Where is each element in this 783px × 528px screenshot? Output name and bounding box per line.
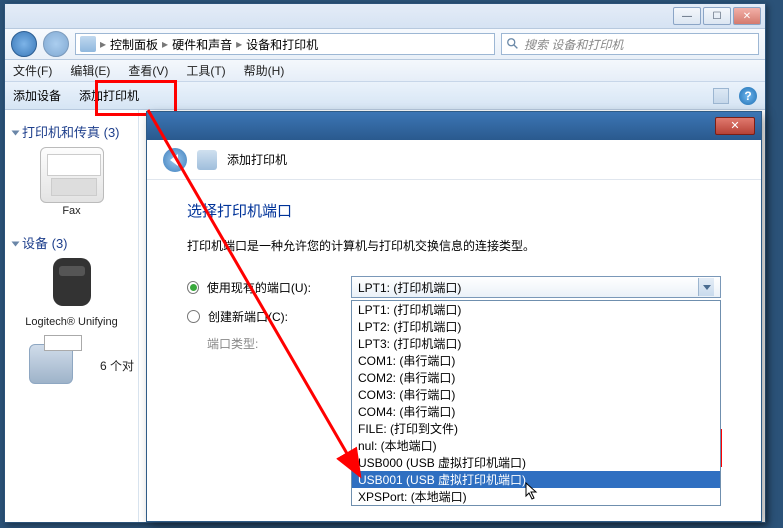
port-type-label: 端口类型:	[187, 335, 367, 352]
group-printers[interactable]: 打印机和传真 (3)	[13, 122, 134, 141]
wizard-heading: 选择打印机端口	[187, 200, 721, 221]
breadcrumb[interactable]: ▸ 控制面板 ▸ 硬件和声音 ▸ 设备和打印机	[75, 33, 495, 55]
port-combo[interactable]: LPT1: (打印机端口) LPT1: (打印机端口)LPT2: (打印机端口)…	[351, 276, 721, 298]
address-bar: ▸ 控制面板 ▸ 硬件和声音 ▸ 设备和打印机 搜索 设备和打印机	[5, 28, 765, 60]
maximize-button[interactable]: ☐	[703, 7, 731, 25]
add-printer-wizard: ✕ 添加打印机 选择打印机端口 打印机端口是一种允许您的计算机与打印机交换信息的…	[146, 111, 762, 522]
printer-wizard-icon	[197, 150, 217, 170]
radio-existing[interactable]	[187, 281, 199, 294]
help-icon[interactable]: ?	[739, 87, 757, 105]
add-printer-button[interactable]: 添加打印机	[79, 87, 139, 104]
fax-icon	[40, 147, 104, 203]
menu-file[interactable]: 文件(F)	[13, 62, 52, 79]
device-fax[interactable]: Fax	[9, 147, 134, 217]
port-option[interactable]: LPT2: (打印机端口)	[352, 318, 720, 335]
minimize-button[interactable]: —	[673, 7, 701, 25]
combo-selected-text: LPT1: (打印机端口)	[358, 279, 461, 296]
chevron-down-icon[interactable]	[698, 278, 714, 296]
sidebar: 打印机和传真 (3) Fax 设备 (3) Logitech® Unifying…	[5, 110, 139, 522]
port-option[interactable]: COM3: (串行端口)	[352, 386, 720, 403]
menu-bar: 文件(F) 编辑(E) 查看(V) 工具(T) 帮助(H)	[5, 60, 765, 82]
receiver-icon	[40, 258, 104, 314]
radio-new[interactable]	[187, 310, 200, 323]
port-option[interactable]: FILE: (打印到文件)	[352, 420, 720, 437]
port-option[interactable]: LPT1: (打印机端口)	[352, 301, 720, 318]
search-input[interactable]: 搜索 设备和打印机	[501, 33, 759, 55]
menu-edit[interactable]: 编辑(E)	[70, 62, 110, 79]
nav-forward-button[interactable]	[43, 31, 69, 57]
title-bar: — ☐ ✕	[5, 4, 765, 28]
port-option[interactable]: nul: (本地端口)	[352, 437, 720, 454]
port-option[interactable]: COM2: (串行端口)	[352, 369, 720, 386]
close-button[interactable]: ✕	[733, 7, 761, 25]
port-dropdown[interactable]: LPT1: (打印机端口)LPT2: (打印机端口)LPT3: (打印机端口)C…	[351, 300, 721, 506]
radio-existing-row: 使用现有的端口(U): LPT1: (打印机端口) LPT1: (打印机端口)L…	[187, 276, 721, 298]
menu-view[interactable]: 查看(V)	[128, 62, 168, 79]
breadcrumb-l1[interactable]: 硬件和声音	[172, 36, 232, 53]
add-device-button[interactable]: 添加设备	[13, 87, 61, 104]
port-option[interactable]: USB000 (USB 虚拟打印机端口)	[352, 454, 720, 471]
breadcrumb-l2[interactable]: 设备和打印机	[246, 36, 318, 53]
port-option[interactable]: COM1: (串行端口)	[352, 352, 720, 369]
wizard-body: 选择打印机端口 打印机端口是一种允许您的计算机与打印机交换信息的连接类型。 使用…	[147, 180, 761, 372]
port-option[interactable]: COM4: (串行端口)	[352, 403, 720, 420]
search-icon	[506, 37, 520, 51]
breadcrumb-root[interactable]: 控制面板	[110, 36, 158, 53]
cursor-icon	[525, 482, 539, 500]
nav-back-button[interactable]	[11, 31, 37, 57]
view-options-button[interactable]	[713, 88, 729, 104]
wizard-header: 添加打印机	[147, 140, 761, 180]
device-logitech[interactable]: Logitech® Unifying	[9, 258, 134, 328]
group-devices[interactable]: 设备 (3)	[13, 233, 134, 252]
wizard-back-button[interactable]	[163, 148, 187, 172]
search-placeholder: 搜索 设备和打印机	[524, 36, 623, 53]
control-panel-icon	[80, 36, 96, 52]
fax-label: Fax	[9, 205, 134, 217]
wizard-title-bar: ✕	[147, 112, 761, 140]
radio-new-label: 创建新端口(C):	[208, 308, 368, 325]
printer-icon	[29, 344, 73, 384]
radio-existing-label: 使用现有的端口(U):	[207, 279, 351, 296]
port-option[interactable]: LPT3: (打印机端口)	[352, 335, 720, 352]
logitech-label: Logitech® Unifying	[9, 316, 134, 328]
wizard-title: 添加打印机	[227, 151, 287, 168]
toolbar: 添加设备 添加打印机 ?	[5, 82, 765, 110]
wizard-close-button[interactable]: ✕	[715, 117, 755, 135]
menu-tools[interactable]: 工具(T)	[186, 62, 225, 79]
wizard-desc: 打印机端口是一种允许您的计算机与打印机交换信息的连接类型。	[187, 237, 721, 254]
partial-text: 6 个对	[100, 357, 134, 374]
menu-help[interactable]: 帮助(H)	[244, 62, 285, 79]
